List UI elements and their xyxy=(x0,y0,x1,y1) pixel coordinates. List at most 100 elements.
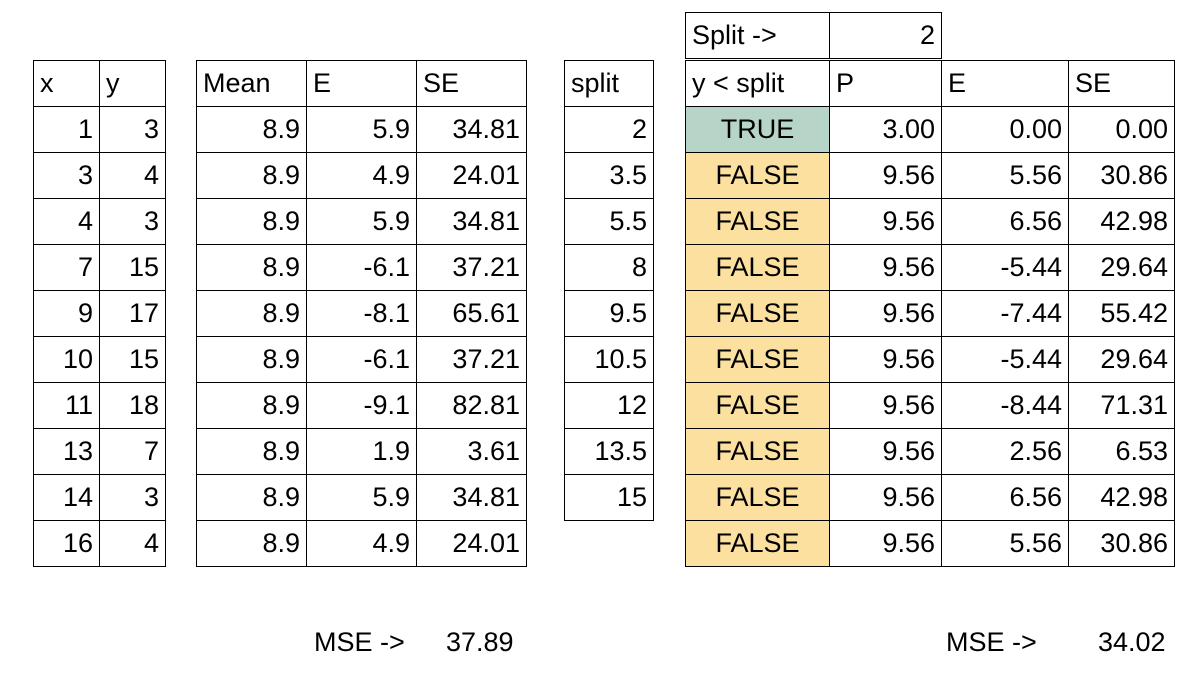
cell-error[interactable]: 4.9 xyxy=(306,520,417,567)
cell-prediction[interactable]: 3.00 xyxy=(829,106,942,153)
cell-split[interactable]: 9.5 xyxy=(564,290,654,337)
cell-squared-error[interactable]: 3.61 xyxy=(416,428,527,475)
cell-condition[interactable]: TRUE xyxy=(685,106,830,153)
cell-error[interactable]: -5.44 xyxy=(941,244,1069,291)
cell-prediction[interactable]: 9.56 xyxy=(829,520,942,567)
cell-mean[interactable]: 8.9 xyxy=(196,336,307,383)
cell-y[interactable]: 7 xyxy=(99,428,166,475)
cell-squared-error[interactable]: 34.81 xyxy=(416,474,527,521)
cell-error[interactable]: 6.56 xyxy=(941,198,1069,245)
cell-error[interactable]: -6.1 xyxy=(306,336,417,383)
cell-prediction[interactable]: 9.56 xyxy=(829,474,942,521)
cell-x[interactable]: 14 xyxy=(33,474,100,521)
cell-squared-error[interactable]: 42.98 xyxy=(1068,198,1175,245)
cell-squared-error[interactable]: 24.01 xyxy=(416,152,527,199)
cell-mean[interactable]: 8.9 xyxy=(196,198,307,245)
column-header-prediction[interactable]: P xyxy=(829,60,942,107)
cell-error[interactable]: 5.56 xyxy=(941,520,1069,567)
cell-split[interactable]: 13.5 xyxy=(564,428,654,475)
cell-y[interactable]: 3 xyxy=(99,474,166,521)
cell-condition[interactable]: FALSE xyxy=(685,152,830,199)
cell-squared-error[interactable]: 82.81 xyxy=(416,382,527,429)
cell-split[interactable]: 15 xyxy=(564,474,654,521)
cell-prediction[interactable]: 9.56 xyxy=(829,336,942,383)
cell-x[interactable]: 10 xyxy=(33,336,100,383)
cell-mean[interactable]: 8.9 xyxy=(196,520,307,567)
cell-mean[interactable]: 8.9 xyxy=(196,244,307,291)
cell-x[interactable]: 13 xyxy=(33,428,100,475)
cell-condition[interactable]: FALSE xyxy=(685,198,830,245)
cell-mean[interactable]: 8.9 xyxy=(196,152,307,199)
cell-condition[interactable]: FALSE xyxy=(685,290,830,337)
cell-error[interactable]: 4.9 xyxy=(306,152,417,199)
cell-error[interactable]: 2.56 xyxy=(941,428,1069,475)
cell-error[interactable]: -8.44 xyxy=(941,382,1069,429)
cell-prediction[interactable]: 9.56 xyxy=(829,198,942,245)
cell-split[interactable]: 12 xyxy=(564,382,654,429)
cell-error[interactable]: -9.1 xyxy=(306,382,417,429)
cell-x[interactable]: 9 xyxy=(33,290,100,337)
cell-squared-error[interactable]: 42.98 xyxy=(1068,474,1175,521)
cell-error[interactable]: -5.44 xyxy=(941,336,1069,383)
cell-mean[interactable]: 8.9 xyxy=(196,474,307,521)
column-header-x[interactable]: x xyxy=(33,60,100,107)
cell-y[interactable]: 17 xyxy=(99,290,166,337)
cell-split[interactable]: 5.5 xyxy=(564,198,654,245)
cell-prediction[interactable]: 9.56 xyxy=(829,428,942,475)
cell-y[interactable]: 4 xyxy=(99,152,166,199)
cell-squared-error[interactable]: 30.86 xyxy=(1068,152,1175,199)
column-header-squared-error[interactable]: SE xyxy=(1068,60,1175,107)
cell-error[interactable]: 5.9 xyxy=(306,106,417,153)
split-parameter-label[interactable]: Split -> xyxy=(685,12,830,59)
cell-squared-error[interactable]: 0.00 xyxy=(1068,106,1175,153)
cell-x[interactable]: 1 xyxy=(33,106,100,153)
cell-mean[interactable]: 8.9 xyxy=(196,106,307,153)
cell-error[interactable]: 1.9 xyxy=(306,428,417,475)
cell-squared-error[interactable]: 65.61 xyxy=(416,290,527,337)
cell-condition[interactable]: FALSE xyxy=(685,428,830,475)
cell-y[interactable]: 15 xyxy=(99,244,166,291)
cell-error[interactable]: 5.9 xyxy=(306,474,417,521)
cell-condition[interactable]: FALSE xyxy=(685,336,830,383)
cell-split[interactable]: 10.5 xyxy=(564,336,654,383)
cell-mean[interactable]: 8.9 xyxy=(196,290,307,337)
column-header-error[interactable]: E xyxy=(941,60,1069,107)
cell-error[interactable]: 0.00 xyxy=(941,106,1069,153)
cell-y[interactable]: 15 xyxy=(99,336,166,383)
cell-prediction[interactable]: 9.56 xyxy=(829,244,942,291)
cell-error[interactable]: -6.1 xyxy=(306,244,417,291)
cell-y[interactable]: 18 xyxy=(99,382,166,429)
cell-x[interactable]: 3 xyxy=(33,152,100,199)
column-header-error[interactable]: E xyxy=(306,60,417,107)
cell-condition[interactable]: FALSE xyxy=(685,474,830,521)
cell-squared-error[interactable]: 34.81 xyxy=(416,106,527,153)
split-parameter-value[interactable]: 2 xyxy=(829,12,942,59)
cell-mean[interactable]: 8.9 xyxy=(196,382,307,429)
cell-split[interactable]: 2 xyxy=(564,106,654,153)
cell-split[interactable]: 8 xyxy=(564,244,654,291)
cell-squared-error[interactable]: 29.64 xyxy=(1068,244,1175,291)
cell-error[interactable]: 6.56 xyxy=(941,474,1069,521)
cell-y[interactable]: 3 xyxy=(99,198,166,245)
cell-error[interactable]: 5.56 xyxy=(941,152,1069,199)
cell-squared-error[interactable]: 24.01 xyxy=(416,520,527,567)
cell-prediction[interactable]: 9.56 xyxy=(829,152,942,199)
cell-squared-error[interactable]: 37.21 xyxy=(416,244,527,291)
cell-squared-error[interactable]: 55.42 xyxy=(1068,290,1175,337)
column-header-y-less-than-split[interactable]: y < split xyxy=(685,60,830,107)
cell-prediction[interactable]: 9.56 xyxy=(829,290,942,337)
cell-mean[interactable]: 8.9 xyxy=(196,428,307,475)
column-header-squared-error[interactable]: SE xyxy=(416,60,527,107)
cell-condition[interactable]: FALSE xyxy=(685,244,830,291)
cell-error[interactable]: -8.1 xyxy=(306,290,417,337)
cell-condition[interactable]: FALSE xyxy=(685,382,830,429)
column-header-split[interactable]: split xyxy=(564,60,654,107)
cell-y[interactable]: 3 xyxy=(99,106,166,153)
cell-prediction[interactable]: 9.56 xyxy=(829,382,942,429)
cell-x[interactable]: 11 xyxy=(33,382,100,429)
mse-before-value[interactable]: 37.89 xyxy=(446,627,514,657)
cell-squared-error[interactable]: 71.31 xyxy=(1068,382,1175,429)
cell-condition[interactable]: FALSE xyxy=(685,520,830,567)
cell-split[interactable]: 3.5 xyxy=(564,152,654,199)
column-header-y[interactable]: y xyxy=(99,60,166,107)
